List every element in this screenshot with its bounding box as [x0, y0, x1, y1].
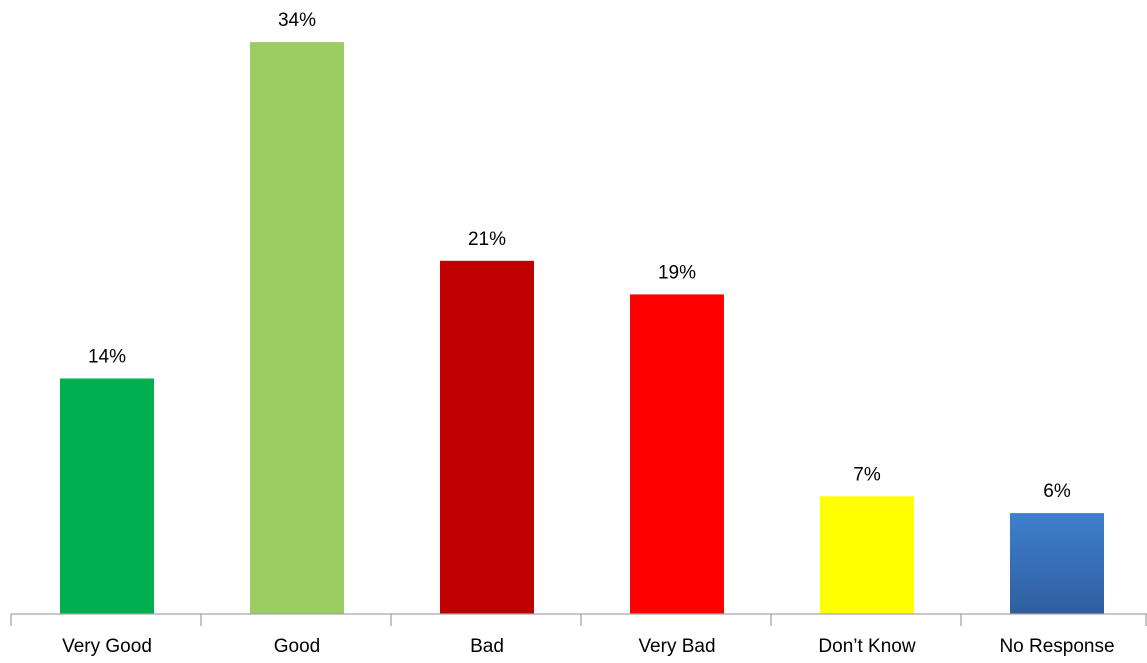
data-labels-layer: 14% 34% 21% 19% 7% 6%	[88, 10, 1071, 502]
data-label-very-bad: 19%	[658, 262, 696, 283]
x-tick-label-very-bad: Very Bad	[638, 636, 715, 657]
data-label-very-good: 14%	[88, 347, 126, 368]
bar-very-good	[60, 378, 154, 614]
x-tick-label-very-good: Very Good	[62, 636, 152, 657]
bar-don-t-know	[820, 496, 914, 614]
bar-good	[250, 42, 344, 615]
x-tick-label-bad: Bad	[470, 636, 504, 657]
x-tick-label-no-response: No Response	[999, 636, 1114, 657]
bar-no-response	[1010, 513, 1104, 614]
bars-layer	[60, 42, 1104, 615]
bar-bad	[440, 260, 534, 614]
data-label-no-response: 6%	[1043, 481, 1071, 502]
data-label-don-t-know: 7%	[853, 464, 881, 485]
x-tick-label-don-t-know: Don’t Know	[818, 636, 915, 657]
x-tick-label-good: Good	[274, 636, 320, 657]
bar-very-bad	[630, 294, 724, 614]
data-label-good: 34%	[278, 10, 316, 31]
data-label-bad: 21%	[468, 229, 506, 250]
x-axis: Very Good Good Bad Very Bad Don’t Know No Res…	[10, 613, 1147, 657]
